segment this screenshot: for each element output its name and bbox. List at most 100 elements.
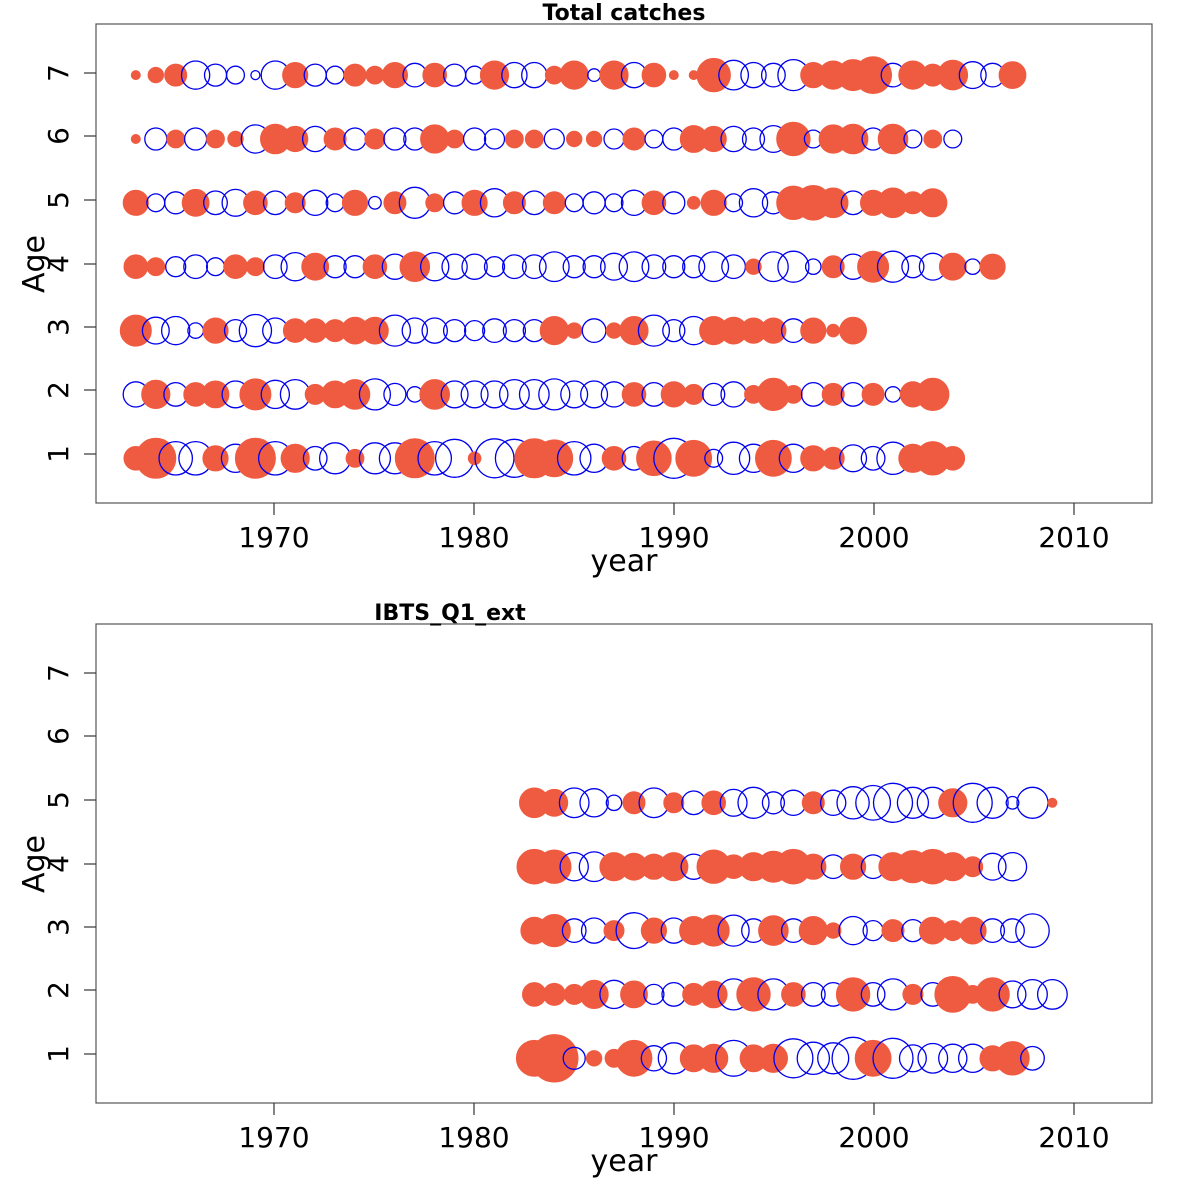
negative-residual-bubble [474,438,515,479]
positive-residual-bubble [539,316,569,346]
positive-residual-bubble [425,193,445,213]
positive-residual-bubble [227,130,244,148]
negative-residual-bubble [838,915,868,946]
negative-residual-bubble [378,314,412,347]
positive-residual-bubble [998,61,1027,89]
negative-residual-bubble [417,440,453,476]
positive-residual-bubble [958,916,987,945]
negative-residual-bubble [604,193,624,213]
negative-residual-bubble [558,787,590,819]
positive-residual-bubble [341,189,369,216]
positive-residual-bubble [686,196,701,210]
positive-residual-bubble [699,1043,729,1073]
positive-residual-bubble [839,316,867,345]
positive-residual-bubble [861,382,885,406]
y-tick-label: 5 [42,791,75,809]
positive-residual-bubble [938,252,967,281]
negative-residual-bubble [561,918,587,944]
negative-residual-bubble [367,195,382,210]
negative-residual-bubble [223,318,248,343]
positive-residual-bubble [826,323,841,338]
negative-residual-bubble [1036,978,1068,1010]
positive-residual-bubble [530,1034,579,1083]
positive-residual-bubble [323,127,347,151]
positive-residual-bubble [675,439,713,477]
positive-residual-bubble [760,317,787,344]
negative-residual-bubble [943,129,963,149]
positive-residual-bubble [147,66,165,84]
positive-residual-bubble [181,188,210,217]
x-tick-label: 2010 [1038,1121,1109,1154]
positive-residual-bubble [566,322,583,339]
bubbles [515,782,1068,1083]
negative-residual-bubble [884,386,902,403]
negative-residual-bubble [800,381,826,407]
negative-residual-bubble [720,125,747,153]
positive-residual-bubble [422,62,448,88]
negative-residual-bubble [325,193,345,213]
positive-residual-bubble [601,446,627,471]
positive-residual-bubble [524,129,544,149]
negative-residual-bubble [796,1041,831,1076]
negative-residual-bubble [460,380,489,409]
negative-residual-bubble [661,981,687,1007]
negative-residual-bubble [205,257,226,277]
positive-residual-bubble [621,382,647,407]
negative-residual-bubble [323,255,347,279]
negative-residual-bubble [724,193,744,213]
positive-residual-bubble [522,982,547,1007]
y-tick-label: 3 [42,918,75,936]
positive-residual-bubble [821,446,845,470]
positive-residual-bubble [1047,797,1058,808]
negative-residual-bubble [952,782,993,823]
negative-residual-bubble [358,442,392,475]
negative-residual-bubble [800,981,826,1007]
negative-residual-bubble [560,380,589,409]
positive-residual-bubble [365,65,385,85]
positive-residual-bubble [535,439,574,478]
positive-residual-bubble [123,254,149,280]
negative-residual-bubble [203,63,228,87]
positive-residual-bubble [603,920,625,942]
positive-residual-bubble [146,257,166,277]
negative-residual-bubble [483,128,506,150]
negative-residual-bubble [896,786,930,819]
negative-residual-bubble [521,190,547,216]
x-tick-label: 1990 [638,1121,709,1154]
negative-residual-bubble [441,253,468,280]
positive-residual-bubble [854,56,892,94]
negative-residual-bubble [419,251,450,282]
positive-residual-bubble [918,188,948,218]
positive-residual-bubble [641,190,667,216]
positive-residual-bubble [559,60,589,90]
negative-residual-bubble [462,127,487,151]
negative-residual-bubble [401,317,429,344]
negative-residual-bubble [872,782,914,823]
positive-residual-bubble [881,919,905,943]
x-tick-label: 1980 [438,521,509,554]
negative-residual-bubble [1000,918,1025,944]
negative-residual-bubble [719,788,748,817]
y-tick-label: 3 [42,318,75,336]
positive-residual-bubble [201,380,230,409]
negative-residual-bubble [738,188,769,218]
positive-residual-bubble [776,121,811,157]
negative-residual-bubble [480,380,509,409]
chart-title: Total catches [543,1,706,26]
negative-residual-bubble [839,444,868,473]
negative-residual-bubble [580,917,608,944]
positive-residual-bubble [394,438,435,479]
positive-residual-bubble [361,316,389,345]
positive-residual-bubble [223,254,248,280]
negative-residual-bubble [579,788,609,818]
negative-residual-bubble [917,1042,949,1074]
positive-residual-bubble [995,1041,1030,1076]
positive-residual-bubble [975,977,1010,1012]
negative-residual-bubble [1020,1045,1045,1071]
positive-residual-bubble [877,123,909,155]
negative-residual-bubble [898,1044,927,1073]
negative-residual-bubble [704,448,724,468]
negative-residual-bubble [562,255,586,279]
negative-residual-bubble [777,250,810,283]
positive-residual-bubble [923,129,943,149]
